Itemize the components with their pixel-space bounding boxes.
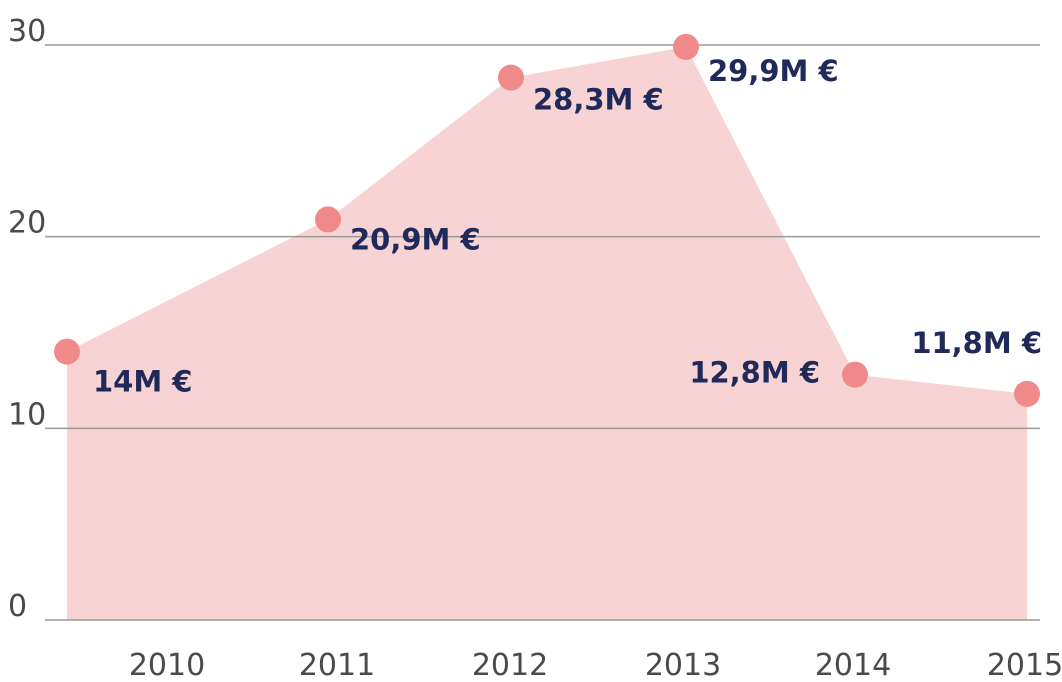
y-tick-label: 20 (8, 206, 46, 241)
data-point (315, 206, 341, 233)
value-label: 28,3M € (533, 83, 664, 117)
y-tick-label: 10 (8, 397, 46, 432)
value-label: 29,9M € (708, 54, 839, 88)
value-label: 20,9M € (350, 222, 481, 256)
data-point (54, 338, 80, 365)
x-tick-label: 2011 (299, 648, 375, 682)
x-tick-label: 2014 (815, 648, 891, 682)
value-label: 11,8M € (911, 326, 1042, 360)
data-point (842, 361, 868, 388)
x-tick-label: 2013 (645, 648, 721, 682)
data-point (498, 64, 524, 91)
area (67, 46, 1027, 620)
y-tick-label: 30 (8, 14, 46, 49)
value-label: 12,8M € (689, 356, 820, 390)
x-tick-label: 2010 (129, 648, 205, 682)
x-tick-label: 2015 (987, 648, 1062, 682)
data-point (1014, 380, 1040, 407)
value-label: 14M € (93, 365, 193, 399)
y-tick-label: 0 (8, 589, 27, 624)
data-point (673, 33, 699, 60)
x-tick-label: 2012 (472, 648, 548, 682)
